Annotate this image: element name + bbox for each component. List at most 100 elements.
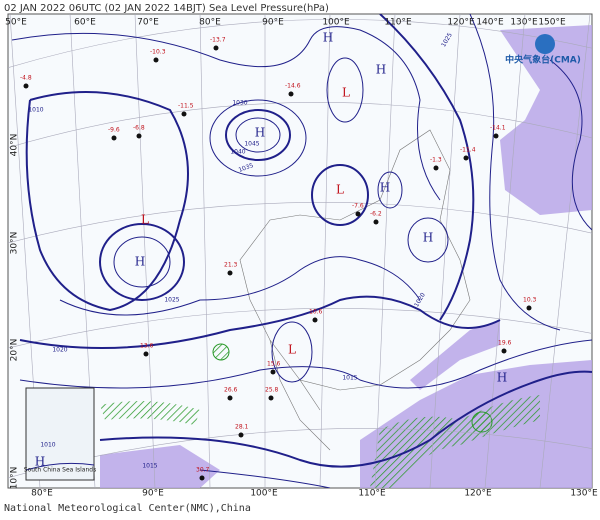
station xyxy=(288,91,294,97)
isobar-label: 1040 xyxy=(230,149,245,156)
pressure-center: H xyxy=(423,231,433,245)
precip-area xyxy=(100,445,220,488)
pressure-center: H xyxy=(35,455,45,469)
station-temp: -13.7 xyxy=(210,37,226,44)
station xyxy=(111,135,117,141)
lon-label: 70°E xyxy=(137,18,159,28)
station xyxy=(23,83,29,89)
precip-area xyxy=(500,25,592,215)
station-temp: 25.8 xyxy=(265,387,279,394)
inset-frame xyxy=(25,387,95,481)
inset-label: South China Sea Islands xyxy=(24,467,96,474)
rain-area xyxy=(100,401,200,425)
station xyxy=(501,348,507,354)
isobar-label: 1010 xyxy=(28,107,43,114)
lon-label: 110°E xyxy=(358,489,386,499)
station-temp: -10.3 xyxy=(150,49,166,56)
station xyxy=(153,57,159,63)
pressure-center: L xyxy=(342,86,350,100)
rain-area xyxy=(212,343,230,361)
rain-area xyxy=(471,411,493,433)
station-temp: -1.3 xyxy=(430,157,442,164)
pressure-center: L xyxy=(336,183,344,197)
lat-label: 20°N xyxy=(10,339,20,362)
rain-area xyxy=(370,395,540,488)
station-temp: 19.6 xyxy=(498,340,512,347)
pressure-center: H xyxy=(380,181,390,195)
station-temp: -14.6 xyxy=(285,83,301,90)
border xyxy=(269,339,331,451)
pressure-center: H xyxy=(376,63,386,77)
station-temp: 13.6 xyxy=(140,343,154,350)
station-temp: -4.8 xyxy=(20,75,32,82)
station-temp: 30.7 xyxy=(196,467,210,474)
lon-label: 150°E xyxy=(538,18,566,28)
lon-label: 100°E xyxy=(322,18,350,28)
pressure-center: H xyxy=(497,371,507,385)
station xyxy=(227,270,233,276)
lon-label: 100°E xyxy=(250,489,278,499)
lon-label: 80°E xyxy=(31,489,53,499)
title: 02 JAN 2022 06UTC (02 JAN 2022 14BJT) Se… xyxy=(4,3,329,14)
isobar-label: 1030 xyxy=(232,100,247,107)
lat-label: 10°N xyxy=(10,467,20,490)
station-temp: 21.3 xyxy=(224,262,238,269)
pressure-center: L xyxy=(141,213,149,227)
isobar-label: 1010 xyxy=(40,442,55,449)
precip-area xyxy=(410,320,500,390)
station xyxy=(355,211,361,217)
inset-isobar xyxy=(25,462,95,471)
map-layers xyxy=(8,14,592,488)
isobar-label: 1015 xyxy=(342,375,357,382)
station-temp: -9.6 xyxy=(108,127,120,134)
station-temp: -6.2 xyxy=(370,211,382,218)
station-temp: -7.6 xyxy=(352,203,364,210)
station xyxy=(373,219,379,225)
station xyxy=(213,45,219,51)
station-temp: -11.5 xyxy=(178,103,194,110)
station-temp: -6.8 xyxy=(133,125,145,132)
lon-label: 130°E xyxy=(510,18,538,28)
pressure-center: L xyxy=(288,343,296,357)
logo-text: 中央气象台(CMA) xyxy=(505,54,581,66)
pressure-center: H xyxy=(255,126,265,140)
station xyxy=(526,305,532,311)
station xyxy=(238,432,244,438)
lon-label: 130°E xyxy=(570,489,598,499)
station xyxy=(199,475,205,481)
logo-icon xyxy=(535,34,555,54)
station xyxy=(493,133,499,139)
station-temp: 15.6 xyxy=(267,361,281,368)
station-temp: 28.1 xyxy=(235,424,249,431)
lon-label: 140°E xyxy=(476,18,504,28)
lon-label: 50°E xyxy=(5,18,27,28)
station xyxy=(143,351,149,357)
lon-label: 120°E xyxy=(464,489,492,499)
lon-label: 90°E xyxy=(142,489,164,499)
station xyxy=(433,165,439,171)
station xyxy=(181,111,187,117)
isobar-label: 1020 xyxy=(52,347,67,354)
lon-label: 90°E xyxy=(262,18,284,28)
station-temp: 10.6 xyxy=(309,309,323,316)
footer: National Meteorological Center(NMC),Chin… xyxy=(4,503,251,514)
station xyxy=(270,369,276,375)
station-temp: -14.1 xyxy=(490,125,506,132)
lon-label: 120°E xyxy=(447,18,475,28)
station-temp: -11.4 xyxy=(460,147,476,154)
pressure-center: H xyxy=(135,255,145,269)
pressure-center: H xyxy=(323,31,333,45)
isobar-label: 1035 xyxy=(238,162,255,174)
station xyxy=(312,317,318,323)
lon-label: 80°E xyxy=(199,18,221,28)
lon-label: 60°E xyxy=(74,18,96,28)
station xyxy=(268,395,274,401)
lat-label: 40°N xyxy=(10,134,20,157)
station-temp: 10.3 xyxy=(523,297,537,304)
station xyxy=(136,133,142,139)
isobar-label: 1015 xyxy=(142,463,157,470)
station xyxy=(463,155,469,161)
isobars xyxy=(11,14,592,488)
isobar-label: 1045 xyxy=(244,141,259,148)
